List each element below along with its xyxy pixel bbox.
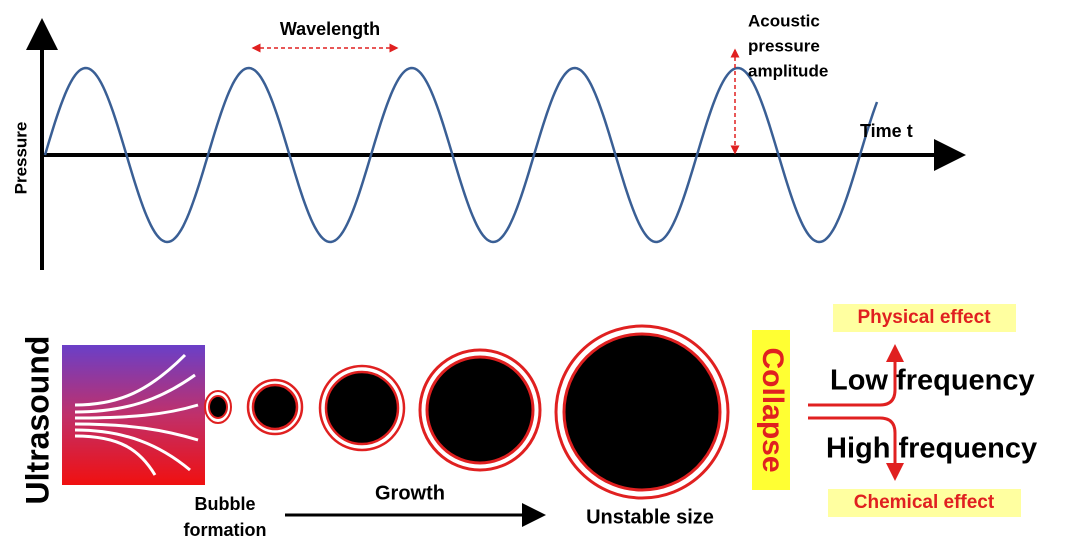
collapse-label: Collapse [756, 347, 789, 472]
formation-label: formation [184, 520, 267, 540]
frequency-label: High frequency [826, 433, 1037, 465]
source-label: Ultrasound [19, 336, 55, 505]
unstable-label: Unstable size [586, 506, 714, 528]
wavelength-label: Wavelength [280, 19, 380, 39]
bubbles [205, 326, 728, 498]
frequency-label: Low frequency [830, 365, 1035, 397]
growth-label: Growth [375, 482, 445, 504]
effect-label: Physical effect [857, 307, 991, 328]
y-axis-label: Pressure [11, 122, 30, 195]
formation-label: Bubble [195, 494, 256, 514]
amplitude-label: Acoustic [748, 11, 820, 30]
amplitude-label: amplitude [748, 61, 828, 80]
amplitude-label: pressure [748, 36, 820, 55]
x-axis-label: Time t [860, 121, 913, 141]
effect-label: Chemical effect [854, 492, 995, 513]
diagram: Pressure Time t Wavelength Acoustic pres… [0, 0, 1067, 540]
